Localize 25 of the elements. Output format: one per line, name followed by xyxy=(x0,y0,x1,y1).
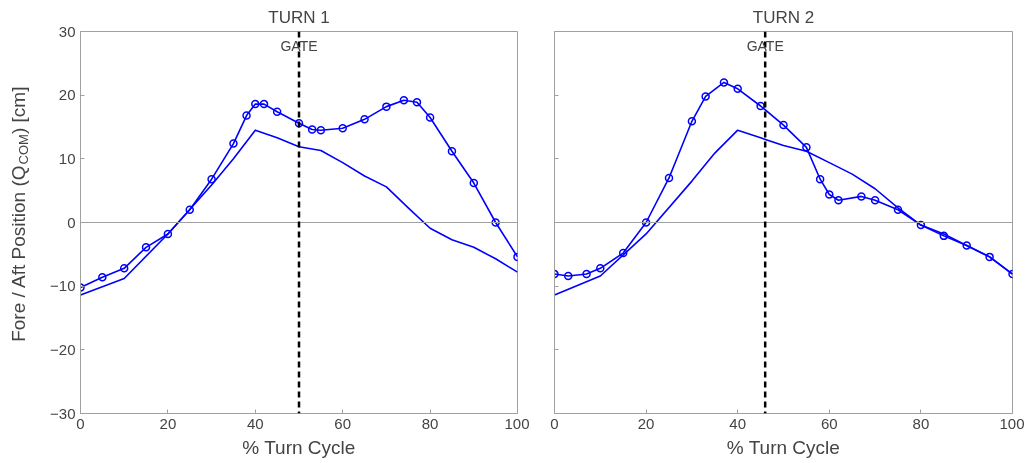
x-tick-label: 100 xyxy=(999,414,1025,432)
x-tick-label: 60 xyxy=(820,414,838,432)
chart-title: TURN 1 xyxy=(268,7,330,27)
x-axis-title: % Turn Cycle xyxy=(242,436,356,458)
y-axis-title: Fore / Aft Position (QCOM) [cm] xyxy=(8,86,31,342)
x-tick-label: 0 xyxy=(550,414,559,432)
x-tick-label: 40 xyxy=(246,414,264,432)
x-tick-label: 80 xyxy=(421,414,439,432)
y-tick-label: −10 xyxy=(50,277,76,295)
x-axis-title: % Turn Cycle xyxy=(726,436,840,458)
y-tick-label: 0 xyxy=(67,213,76,231)
y-tick-label: 20 xyxy=(58,86,76,104)
x-tick-label: 80 xyxy=(912,414,930,432)
x-tick-label: 20 xyxy=(637,414,655,432)
x-tick-label: 40 xyxy=(729,414,747,432)
y-tick-label: −30 xyxy=(50,404,76,422)
chart-title: TURN 2 xyxy=(752,7,815,27)
ref-line-label: GATE xyxy=(746,37,784,54)
y-tick-label: −20 xyxy=(50,340,76,358)
x-tick-label: 60 xyxy=(334,414,352,432)
x-tick-label: 100 xyxy=(504,414,530,432)
ref-line-label: GATE xyxy=(280,37,318,54)
y-tick-label: 30 xyxy=(58,22,76,40)
x-tick-label: 20 xyxy=(159,414,177,432)
y-tick-label: 10 xyxy=(58,149,76,167)
